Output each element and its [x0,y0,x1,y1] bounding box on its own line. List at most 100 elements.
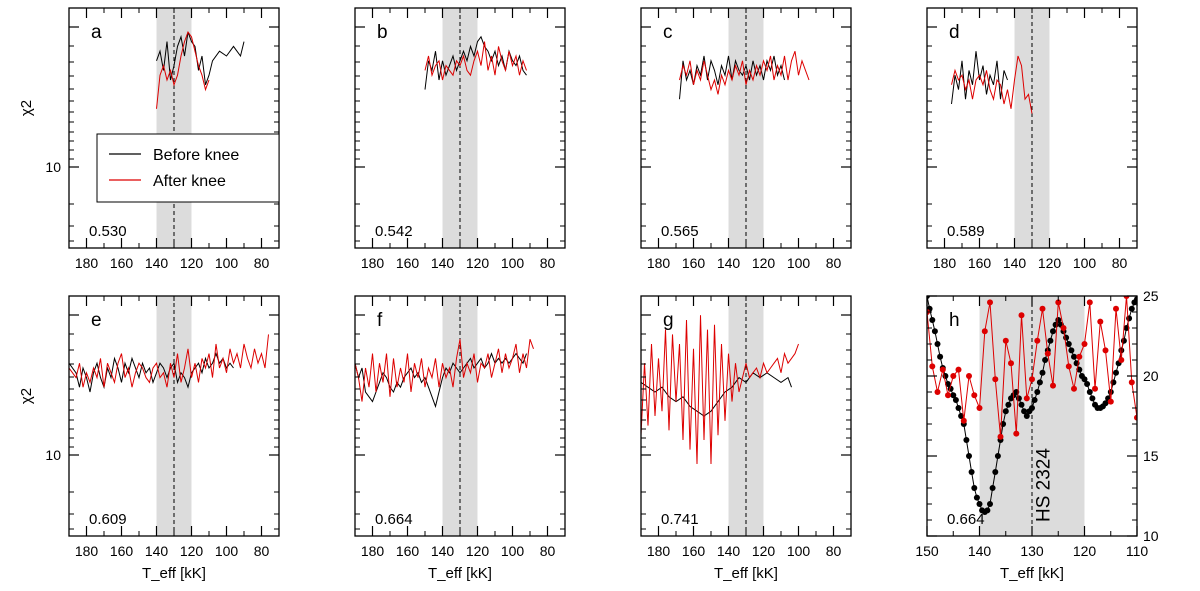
data-point [958,413,965,419]
panel-letter: b [377,22,388,43]
panel-value: 0.542 [375,223,413,240]
x-tick-label: 130 [1020,543,1044,559]
legend-label: After knee [153,173,226,190]
x-tick-label: 160 [968,255,992,271]
x-tick-label: 180 [361,543,385,559]
data-point [1047,337,1054,344]
data-point [929,363,936,370]
data-point [1055,299,1062,306]
data-point [1084,381,1091,387]
data-point [1086,389,1093,395]
data-point [955,366,962,373]
x-tick-label: 140 [431,255,455,271]
series-line-after-knee [156,30,210,109]
series-line-before-knee [69,352,234,393]
data-point [984,507,991,514]
x-tick-label: 180 [647,255,671,271]
panel-letter: f [377,310,383,331]
data-point [1042,357,1049,363]
x-tick-label: 120 [466,543,490,559]
data-point [1034,337,1041,344]
data-point [987,501,993,507]
panel-b: 180 160 140 120 100 80 b 0.542 [354,7,566,271]
data-point [1102,347,1109,354]
panel-letter: g [663,310,674,331]
panel-letter: a [91,22,102,43]
y-tick-label: 10 [45,447,61,463]
x-tick-label: 80 [540,255,556,271]
x-tick-label: 180 [75,543,99,559]
y-axis-title: χ2 [18,100,35,116]
series-line-before-knee [641,372,792,417]
x-tick-label: 140 [717,543,741,559]
data-point [1023,413,1030,419]
data-point [950,373,957,379]
y-tick-label-right: 15 [1143,448,1159,464]
data-point [1044,350,1051,357]
data-point [1029,376,1035,383]
data-point [1081,376,1088,383]
x-tick-label: 140 [717,255,741,271]
panel-f: 180 160 140 120 100 80 f 0.664 T_eff [kK] [354,295,566,582]
data-point [1089,395,1096,402]
data-point [1063,334,1070,341]
data-point [927,296,930,299]
y-tick-label: 10 [45,159,61,175]
data-point [937,353,944,360]
series-group [355,339,534,409]
x-tick-label: 120 [1073,543,1097,559]
data-point [997,433,1004,440]
data-point [1092,385,1098,392]
x-tick-label: 160 [396,255,420,271]
data-point [963,437,970,443]
data-point [1128,379,1135,386]
x-tick-label: 100 [215,543,239,559]
panel-value: 0.530 [89,223,127,240]
annotation-label: HS 2324 [1033,448,1054,522]
x-tick-label: 120 [1038,255,1062,271]
x-tick-label: 80 [826,543,842,559]
x-axis-title: T_eff [kK] [428,565,492,582]
data-point [1023,395,1030,402]
data-point [960,417,967,424]
data-point [1036,379,1043,386]
x-tick-label: 120 [180,255,204,271]
data-point [1050,382,1056,389]
data-point [1118,357,1125,363]
data-point [1065,363,1072,370]
x-tick-label: 80 [1112,255,1128,271]
data-point [1008,360,1014,367]
data-point [1118,347,1125,354]
data-point [1123,296,1130,299]
data-point [1002,337,1009,344]
series-group [927,296,1137,515]
panel-letter: d [949,22,960,43]
x-tick-label: 100 [1073,255,1097,271]
data-point [971,485,978,491]
data-point [1034,389,1041,395]
x-tick-label: 180 [361,255,385,271]
panels: 180 160 140 120 100 80 10 a 0.530 χ2 Before knee Af… [18,7,1159,582]
data-point [1029,405,1035,411]
data-point [994,453,1001,459]
data-point [1060,325,1067,331]
series-line-after-knee [69,334,269,388]
data-point [1013,430,1020,437]
x-tick-label: 80 [826,255,842,271]
series-line-after-knee [355,339,534,402]
data-point [968,469,975,475]
series-line-after-knee [424,41,527,81]
data-point [1102,400,1109,407]
panel-value: 0.589 [947,223,985,240]
panel-g: 180 160 140 120 100 80 g 0.741 T_eff [kK] [640,295,852,582]
series-group [156,30,245,109]
data-point [1068,347,1075,354]
data-point [992,376,999,383]
y-tick-label-right: 25 [1143,288,1159,304]
data-point [1039,369,1046,376]
panel-e: 180 160 140 120 100 80 10 e 0.609 χ2 T_eff [kK] [18,295,280,582]
x-tick-label: 120 [466,255,490,271]
data-point [1071,385,1077,392]
data-point [950,392,957,399]
